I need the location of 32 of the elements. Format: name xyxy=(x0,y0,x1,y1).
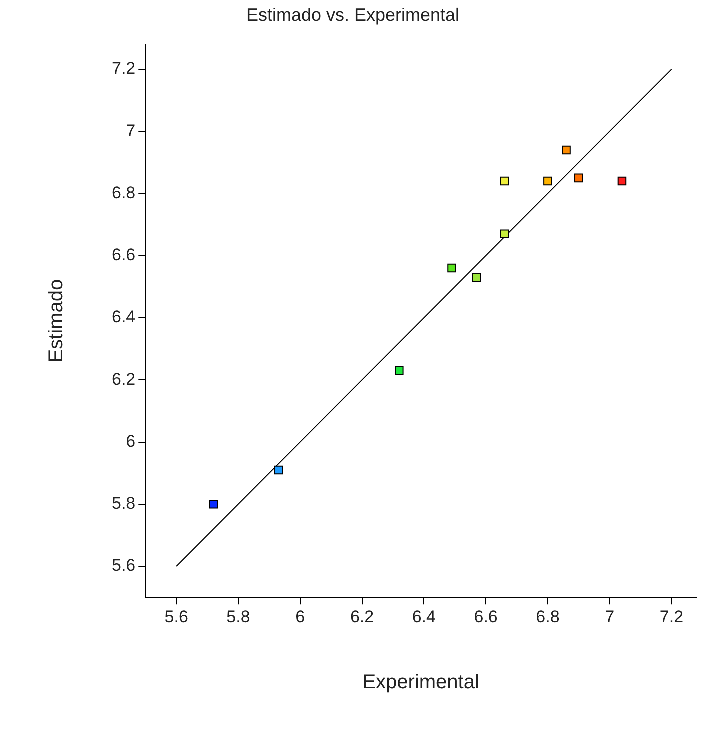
y-tick-label: 6.6 xyxy=(112,246,136,265)
point xyxy=(472,273,482,282)
chart-title: Estimado vs. Experimental xyxy=(246,4,460,25)
y-tick-label: 7.2 xyxy=(112,59,136,78)
point xyxy=(274,466,284,475)
y-tick-label: 6.2 xyxy=(112,370,136,389)
point xyxy=(209,500,218,509)
x-tick-label: 6.6 xyxy=(474,607,498,626)
y-tick-label: 6 xyxy=(126,432,136,451)
x-tick-label: 6.2 xyxy=(350,607,374,626)
y-tick-label: 6.4 xyxy=(112,308,136,327)
x-tick-label: 5.6 xyxy=(164,607,188,626)
point xyxy=(618,176,627,186)
point xyxy=(574,174,584,183)
y-axis-title: Estimado xyxy=(46,279,68,363)
x-tick-label: 6.4 xyxy=(412,607,436,626)
y-tick-label: 7 xyxy=(126,121,136,140)
point xyxy=(395,366,404,376)
x-tick-label: 6.8 xyxy=(536,607,560,626)
x-tick-label: 7 xyxy=(605,607,615,626)
point xyxy=(448,264,456,273)
y-tick-label: 6.8 xyxy=(112,183,136,202)
y-tick-label: 5.8 xyxy=(112,494,136,514)
point xyxy=(544,176,552,186)
x-axis-title: Experimental xyxy=(362,672,480,694)
x-tick-label: 5.8 xyxy=(226,607,250,626)
point xyxy=(500,230,510,238)
y-tick-label: 5.6 xyxy=(112,556,136,576)
point xyxy=(500,176,510,186)
x-tick-label: 7.2 xyxy=(660,607,684,626)
x-tick-label: 6 xyxy=(296,607,306,626)
point xyxy=(562,146,571,155)
